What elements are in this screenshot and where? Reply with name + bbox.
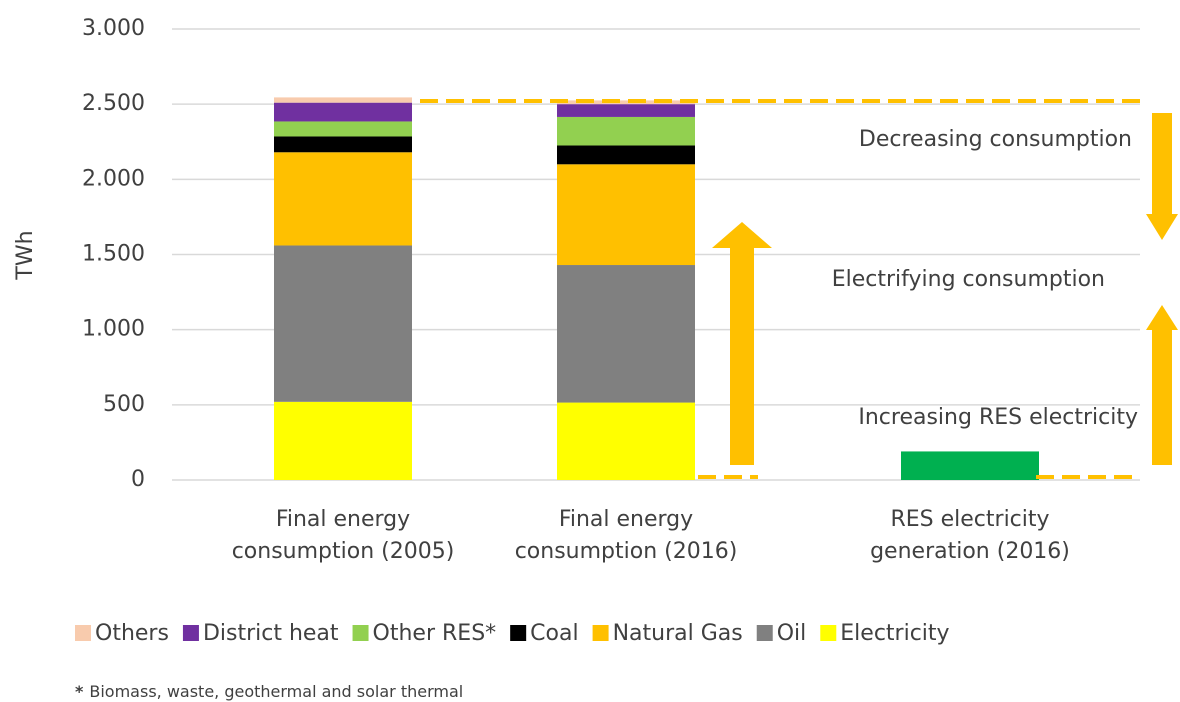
y-tick-label: 1.000 [82, 317, 145, 342]
legend-swatch [182, 625, 199, 641]
legend-swatch [592, 625, 609, 641]
legend-label: District heat [203, 621, 339, 646]
x-tick-label: Final energy consumption (2016) [515, 507, 738, 564]
bar-segment [274, 136, 412, 153]
bar-segment [274, 97, 412, 103]
legend-label: Electricity [840, 621, 949, 646]
annotation: Electrifying consumption [832, 267, 1105, 292]
legend-label: Oil [777, 621, 807, 646]
annotation-graphics [420, 99, 1178, 479]
bar-segment [557, 100, 695, 105]
legend: Others District heat Other RES* Coal Natural… [75, 621, 950, 646]
legend-swatch [352, 625, 369, 641]
legend-label: Others [95, 621, 169, 646]
legend-swatch [75, 625, 91, 641]
y-tick-label: 1.500 [82, 242, 145, 267]
legend-label: Other RES* [373, 621, 497, 646]
bar-segment [557, 104, 695, 117]
y-tick-label: 500 [103, 392, 145, 417]
legend-swatch [510, 625, 527, 641]
bar-segment [274, 102, 412, 122]
arrow-down [1146, 113, 1178, 240]
x-tick-label: RES electricity generation (2016) [870, 507, 1070, 564]
arrow-up [1146, 305, 1178, 465]
x-tick-label: Final energy consumption (2005) [232, 507, 455, 564]
y-tick-label: 2.500 [82, 91, 145, 116]
y-axis-label: TWh [13, 230, 38, 280]
bar [901, 451, 1039, 480]
legend-swatch [820, 625, 837, 641]
bar-segment [557, 164, 695, 266]
footnote: * Biomass, waste, geothermal and solar th… [75, 682, 463, 701]
y-tick-label: 2.000 [82, 166, 145, 191]
annotation: Decreasing consumption [859, 127, 1132, 152]
bar-segment [274, 152, 412, 246]
y-tick-label: 0 [131, 467, 145, 492]
bar-segment [274, 245, 412, 402]
bar-segment [274, 121, 412, 137]
bar-segment [274, 401, 412, 480]
bar-segment [557, 265, 695, 403]
legend-label: Natural Gas [613, 621, 743, 646]
bar-segment [557, 116, 695, 146]
y-tick-label: 3.000 [82, 16, 145, 41]
legend-swatch [756, 625, 773, 641]
legend-label: Coal [530, 621, 578, 646]
annotation: Increasing RES electricity [858, 405, 1138, 430]
footnote-text: Biomass, waste, geothermal and solar the… [89, 682, 463, 701]
arrow-up [712, 222, 772, 465]
bar-segment [557, 402, 695, 480]
bar-segment [557, 145, 695, 165]
bars [274, 97, 1039, 480]
footnote-mark: * [75, 682, 84, 701]
